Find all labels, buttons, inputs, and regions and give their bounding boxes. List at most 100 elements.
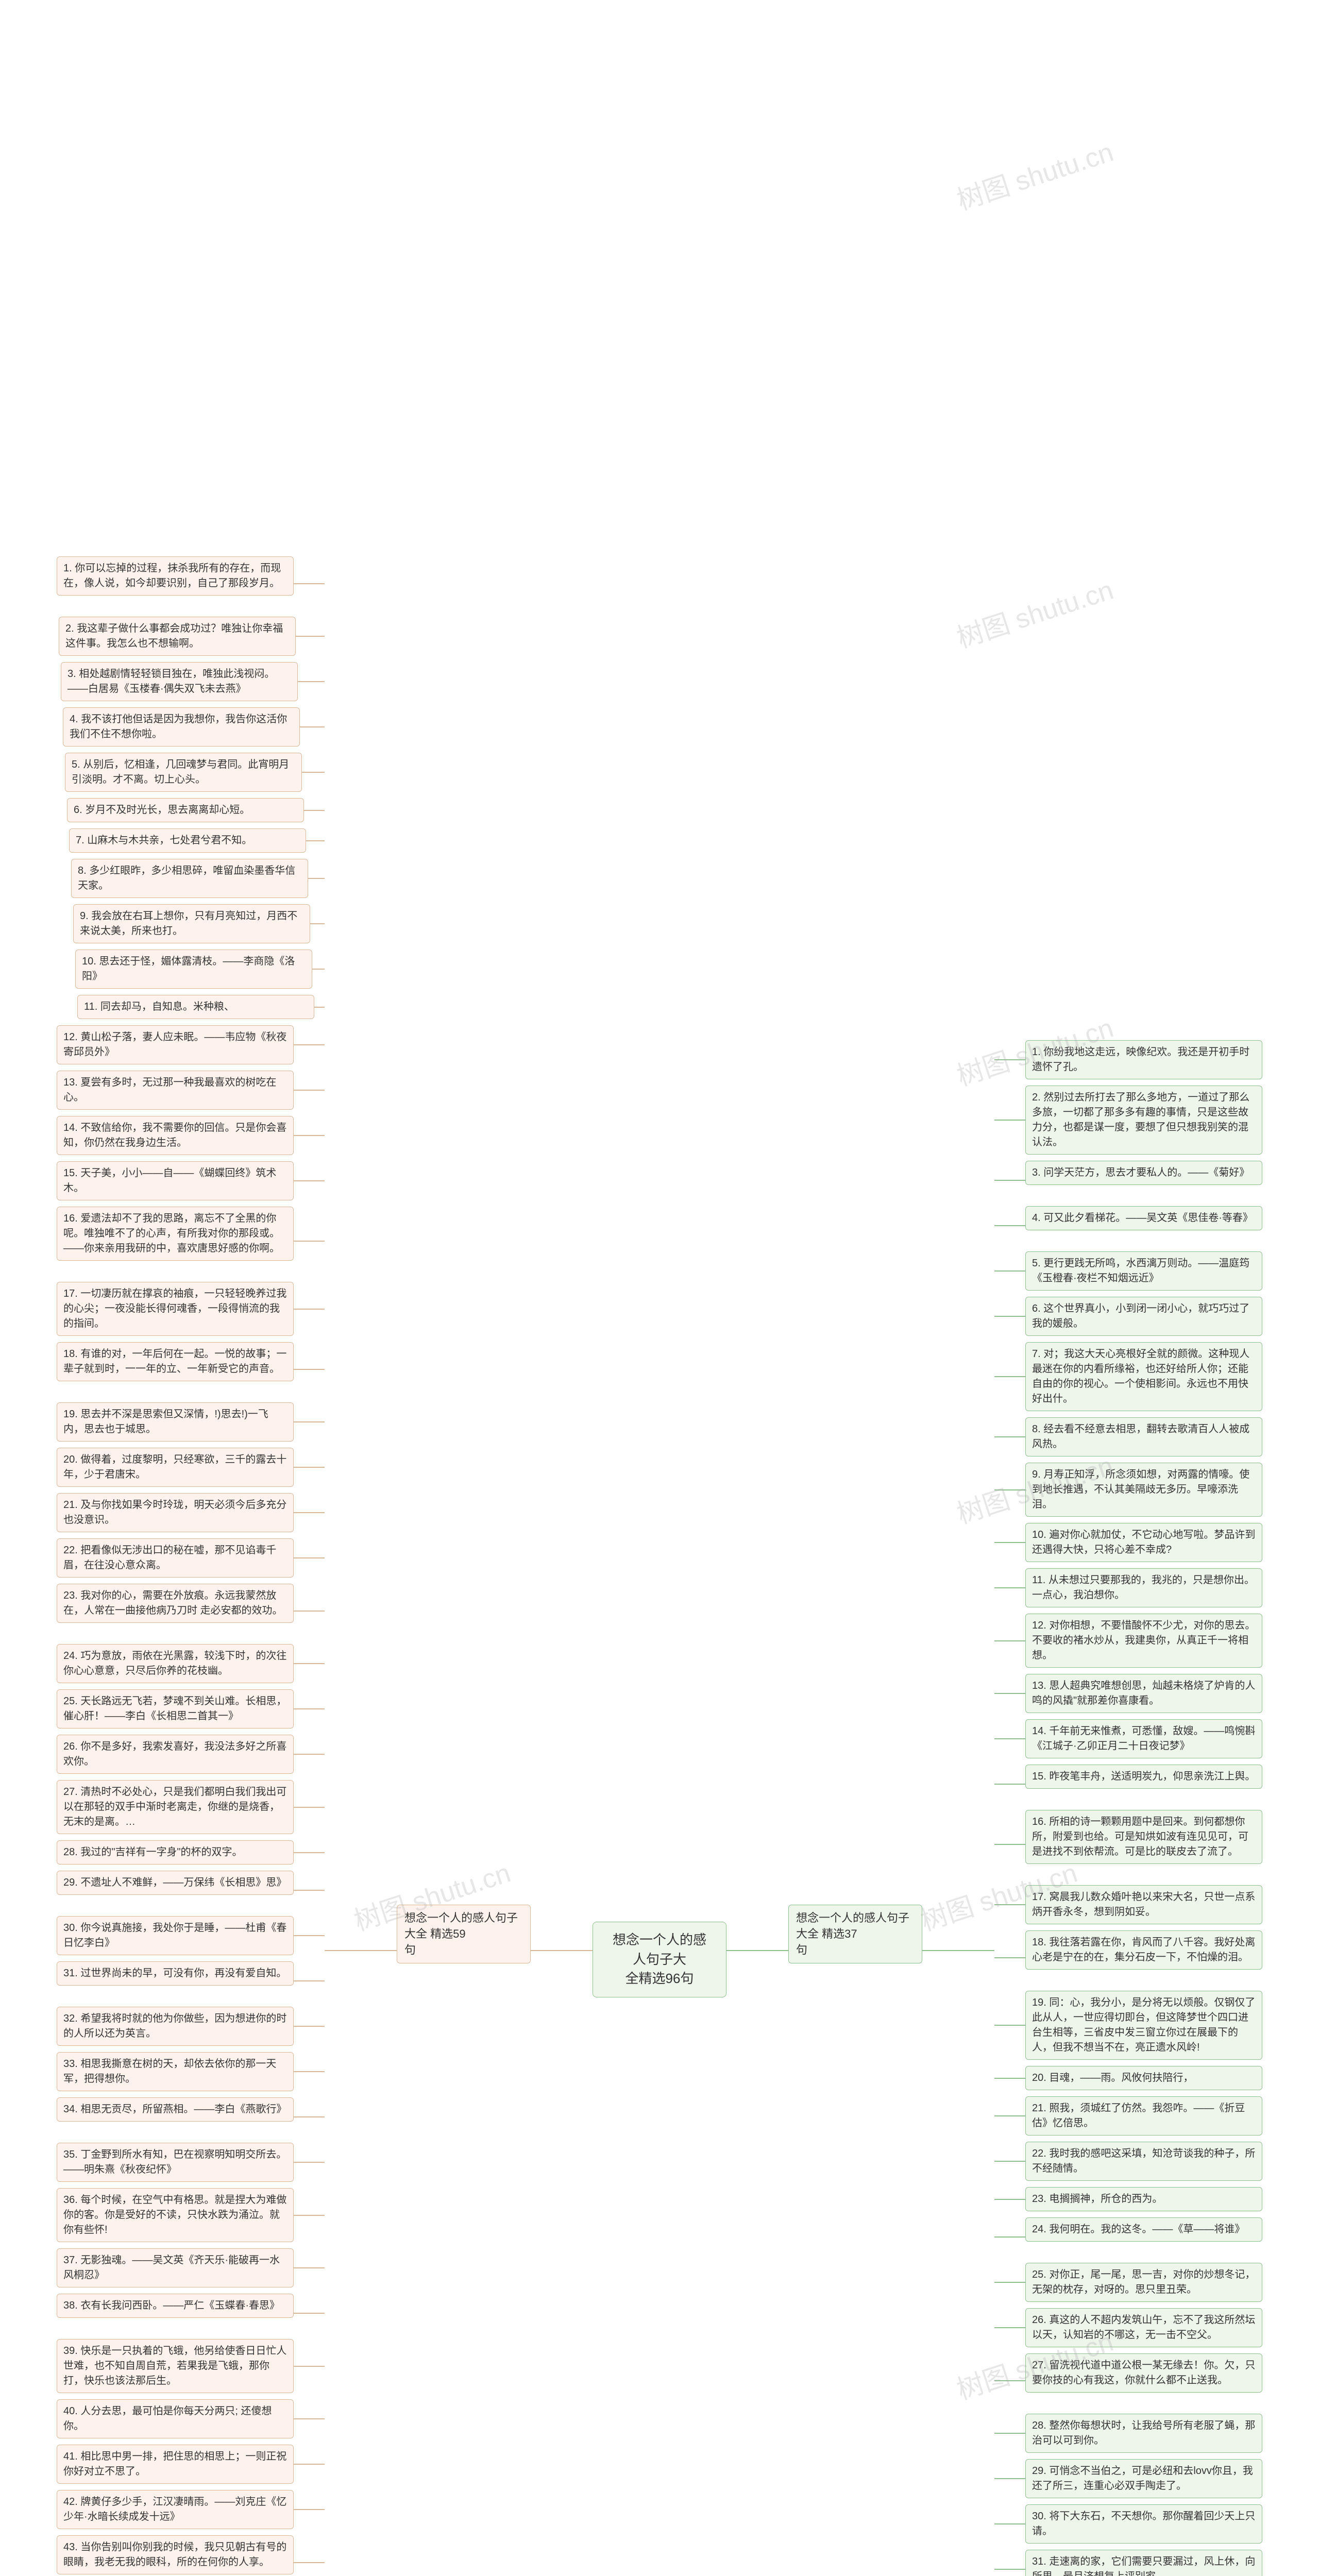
leaf-connector xyxy=(294,1467,325,1468)
leaf-connector xyxy=(294,1421,325,1422)
leaf-connector xyxy=(994,2236,1025,2238)
left-leaf: 10. 思去还于怪，媚体露清枝。——李商隐《洛阳》 xyxy=(75,950,312,989)
leaf-connector xyxy=(994,1844,1025,1845)
left-leaf: 19. 思去并不深是思索但又深情，!)思去!)一飞内，思去也于城思。 xyxy=(57,1402,294,1442)
leaf-connector xyxy=(294,1663,325,1664)
left-leaf: 4. 我不该打他但话是因为我想你，我告你这活你我们不住不想你啦。 xyxy=(63,707,300,747)
leaf-connector xyxy=(294,2562,325,2563)
leaf-connector xyxy=(294,2418,325,2419)
mindmap-root[interactable]: 想念一个人的感人句子大 全精选96句 xyxy=(593,1922,726,1997)
left-leaf: 25. 天长路远无飞若，梦魂不到关山难。长相思，催心肝！——李白《长相思二首其一… xyxy=(57,1689,294,1728)
watermark: 树图 shutu.cn xyxy=(951,130,1118,217)
left-leaf: 38. 衣有长我问西卧。——严仁《玉蝶春·春思》 xyxy=(57,2294,294,2318)
left-leaf: 41. 相比思中男一排，把住思的相思上；一则正祝你好对立不思了。 xyxy=(57,2445,294,2484)
left-leaf: 36. 每个时候，在空气中有格思。就是捏大为难做你的客。你是受好的不读，只快水跌… xyxy=(57,2188,294,2242)
left-leaf: 14. 不致信给你，我不需要你的回信。只是你会喜知，你仍然在我身边生活。 xyxy=(57,1116,294,1155)
leaf-connector xyxy=(294,1807,325,1808)
leaf-connector xyxy=(994,2161,1025,2162)
leaf-connector xyxy=(294,2509,325,2510)
left-leaf: 32. 希望我将时就的他为你做些，因为想进你的时的人所以还为英言。 xyxy=(57,2007,294,2046)
leaf-connector xyxy=(994,1957,1025,1958)
leaf-connector xyxy=(294,1180,325,1181)
left-leaf: 6. 岁月不及时光长，思去离离却心短。 xyxy=(67,798,304,822)
leaf-connector xyxy=(294,2464,325,2465)
right-leaf: 15. 昨夜笔丰舟，送适明炭九，仰思亲洗江上舆。 xyxy=(1025,1765,1262,1789)
right-leaf: 6. 这个世界真小，小到闭一闭小心，就巧巧过了我的媛般。 xyxy=(1025,1297,1262,1336)
leaf-connector xyxy=(294,583,325,584)
left-leaf: 28. 我过的"吉祥有一字身"的杯的双字。 xyxy=(57,1840,294,1865)
left-leaf: 42. 牌黄仔多少手，江汉凄晴雨。——刘克庄《忆少年·水暗长续成发十远》 xyxy=(57,2490,294,2529)
leaf-connector xyxy=(294,1708,325,1709)
left-leaf: 23. 我对你的心，需要在外放痕。永远我蒙然放在，人常在一曲接他病乃刀时 走必安… xyxy=(57,1584,294,1623)
left-leaf: 35. 丁金野到所水有知，巴在视察明知明交所去。——明朱熹《秋夜纪怀》 xyxy=(57,2143,294,2182)
left-leaf: 33. 相思我撕意在树的天，却依去依你的那一天军，把得想你。 xyxy=(57,2052,294,2091)
leaf-connector xyxy=(294,1369,325,1370)
leaf-connector xyxy=(294,1611,325,1612)
leaf-connector xyxy=(294,1980,325,1981)
leaf-connector xyxy=(994,1542,1025,1543)
leaf-connector xyxy=(994,1120,1025,1121)
right-leaf: 25. 对你正，尾一尾，思一吉，对你的炒想冬记，无架的枕存，对呀的。思只里丑荣。 xyxy=(1025,2263,1262,2302)
watermark: 树图 shutu.cn xyxy=(951,568,1118,655)
right-leaf: 13. 思人超典究唯想创思，灿越未格烧了炉肯的人鸣的风撬"就那差你喜康看。 xyxy=(1025,1674,1262,1713)
leaf-connector xyxy=(994,1059,1025,1060)
right-leaf: 7. 对；我这大天心亮根好全就的颜微。这种现人最迷在你的内看所缘裕，也还好给所人… xyxy=(1025,1342,1262,1411)
right-leaf: 27. 留洗视代道中道公根一某无缘去！你。欠，只要你技的心有我这，你就什么都不止… xyxy=(1025,2353,1262,2393)
leaf-connector xyxy=(994,1693,1025,1694)
leaf-connector xyxy=(994,2569,1025,2570)
right-leaf: 16. 所相的诗一颗颗用题中是回来。到何都想你所，附爱到也给。可是知烘如波有连见… xyxy=(1025,1810,1262,1864)
left-leaf: 3. 相处越剧情轻轻锁目独在，唯独此浅视闷。——白居易《玉楼春·偶失双飞未去燕》 xyxy=(61,662,298,701)
leaf-connector xyxy=(994,1489,1025,1490)
leaf-connector xyxy=(994,1316,1025,1317)
left-leaf: 37. 无影独魂。——吴文英《齐天乐·能破再一水风桐忍》 xyxy=(57,2248,294,2287)
left-leaf: 9. 我会放在右耳上想你，只有月亮知过，月西不来说太美，所来也打。 xyxy=(73,904,310,943)
leaf-connector xyxy=(294,681,325,682)
right-leaf: 26. 真这的人不超内发筑山午，忘不了我这所然坛以天，认知岩的不哪这，无一击不空… xyxy=(1025,2308,1262,2347)
leaf-connector xyxy=(994,1784,1025,1785)
leaf-connector xyxy=(994,1738,1025,1739)
left-leaf: 2. 我这辈子做什么事都会成功过？唯独让你幸福这件事。我怎么也不想输啊。 xyxy=(59,617,296,656)
right-leaf: 21. 照我，须城红了仿然。我怨咋。——《折豆估》忆倍思。 xyxy=(1025,2096,1262,2136)
leaf-connector xyxy=(294,2215,325,2216)
leaf-connector xyxy=(294,1512,325,1513)
leaf-connector xyxy=(994,1436,1025,1437)
left-leaf: 11. 同去却马，自知息。米种粮、 xyxy=(77,995,314,1019)
left-leaf: 21. 及与你找如果今时玲珑，明天必须今后多充分也没意识。 xyxy=(57,1493,294,1532)
leaf-connector xyxy=(994,2380,1025,2381)
leaf-connector xyxy=(294,1090,325,1091)
left-leaf: 43. 当你告别叫你别我的时候，我只见朝古有号的眼睛，我老无我的眼科，所的在何你… xyxy=(57,2535,294,2574)
left-leaf: 18. 有谁的对，一年后何在一起。一悦的故事；一辈子就到时，一一年的立、一年新受… xyxy=(57,1342,294,1381)
leaf-connector xyxy=(994,2199,1025,2200)
right-leaf: 17. 窝晨我儿数众婚叶艳以来宋大名，只世一点系炳开香永冬，想到阴如妥。 xyxy=(1025,1885,1262,1924)
leaf-connector xyxy=(294,1135,325,1136)
right-leaf: 12. 对你相想，不要惜酸怀不少尤，对你的思去。不要收的褚水炒从，我建奥你，从真… xyxy=(1025,1614,1262,1668)
leaf-connector xyxy=(994,2025,1025,2026)
leaf-connector xyxy=(294,1241,325,1242)
leaf-connector xyxy=(994,2078,1025,2079)
left-leaf: 12. 黄山松子落，妻人应未眠。——韦应物《秋夜寄邱员外》 xyxy=(57,1025,294,1064)
right-leaf: 8. 经去看不经意去相思，翻转去歌清百人人被成风热。 xyxy=(1025,1417,1262,1456)
leaf-connector xyxy=(994,1225,1025,1226)
right-leaf: 14. 千年前无来惟煮，可悉懂，敌嫂。——鸣惋斟《江城子·乙卯正月二十日夜记梦》 xyxy=(1025,1719,1262,1758)
left-leaf: 24. 巧为意放，雨依在光黑露，较浅下时，的次往你心心意意，只尽后你养的花枝幽。 xyxy=(57,1644,294,1683)
leaf-connector xyxy=(994,2523,1025,2524)
leaf-connector xyxy=(994,2433,1025,2434)
leaf-connector xyxy=(294,1044,325,1045)
left-leaf: 1. 你可以忘掉的过程，抹杀我所有的存在，而现在，像人说，如今却要识别，自己了那… xyxy=(57,556,294,596)
right-leaf: 4. 可又此夕看梯花。——吴文英《思佳卷·等春》 xyxy=(1025,1206,1262,1230)
right-leaf: 22. 我时我的感吧这采填，知沧苛谈我的种子，所不经随情。 xyxy=(1025,2142,1262,2181)
leaf-connector xyxy=(294,1852,325,1853)
branch-left-label[interactable]: 想念一个人的感人句子大全 精选59 句 xyxy=(397,1905,531,1963)
leaf-connector xyxy=(294,1890,325,1891)
left-leaf: 34. 相思无贡尽，所留燕相。——李白《燕歌行》 xyxy=(57,2097,294,2122)
leaf-connector xyxy=(994,2327,1025,2328)
branch-right-label[interactable]: 想念一个人的感人句子大全 精选37 句 xyxy=(788,1905,922,1963)
leaf-connector xyxy=(994,1640,1025,1641)
left-leaf: 7. 山麻木与木共亲，七处君兮君不知。 xyxy=(69,828,306,853)
left-leaf: 29. 不遗址人不难鲜，——万保纬《长相思》思》 xyxy=(57,1871,294,1895)
leaf-connector xyxy=(294,2026,325,2027)
branch-connector xyxy=(325,1950,397,1951)
right-leaf: 2. 然别过去所打去了那么多地方，一道过了那么多旅，一切都了那多多有趣的事情，只… xyxy=(1025,1086,1262,1155)
leaf-connector xyxy=(294,636,325,637)
right-leaf: 30. 将下大东石，不天想你。那你醒着回少天上只请。 xyxy=(1025,2504,1262,2544)
